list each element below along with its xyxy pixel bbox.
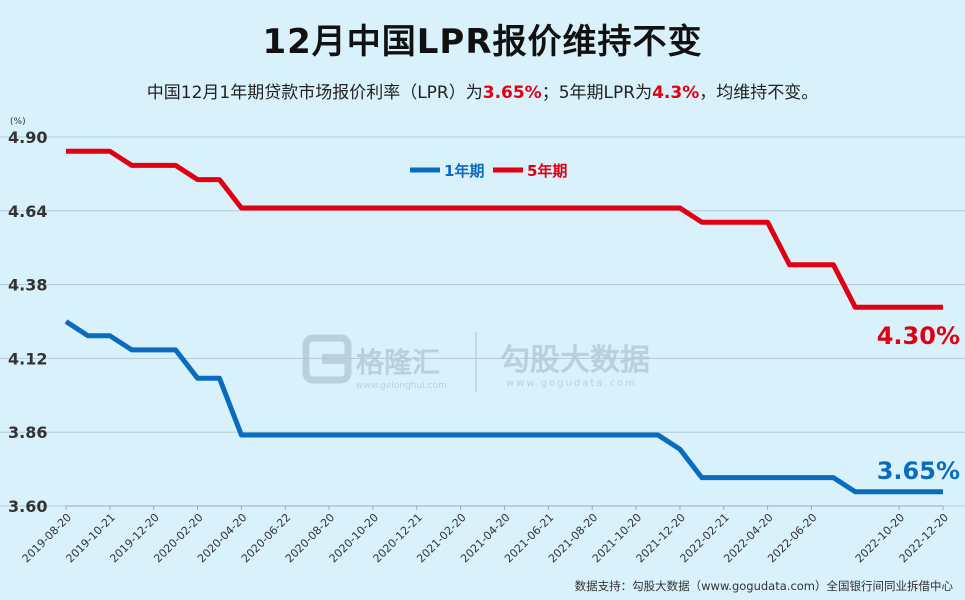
- watermark-url-2: www.gogudata.com: [506, 378, 637, 389]
- y-tick-label: 4.90: [8, 128, 47, 147]
- watermark-brand-2: 勾股大数据: [500, 343, 650, 378]
- legend-label-1y: 1年期: [444, 162, 484, 180]
- source-note: 数据支持：勾股大数据（www.gogudata.com）全国银行间同业拆借中心: [574, 579, 953, 593]
- y-tick-label: 3.86: [8, 423, 47, 442]
- y-axis: 4.90 4.64 4.38 4.12 3.86 3.60 (%): [8, 117, 47, 516]
- subtitle-text-1: 中国12月1年期贷款市场报价利率（LPR）为: [146, 83, 483, 103]
- grid-lines: [0, 136, 965, 507]
- end-label-5y: 4.30%: [877, 322, 960, 350]
- y-tick-label: 4.12: [8, 349, 47, 368]
- y-tick-label: 3.60: [8, 497, 47, 516]
- subtitle-text-2: ；5年期LPR为: [541, 83, 653, 103]
- legend-label-5y: 5年期: [527, 162, 567, 180]
- subtitle-text-3: ，均维持不变。: [699, 83, 819, 103]
- x-axis: 2019-08-202019-10-212019-12-202020-02-20…: [20, 505, 951, 565]
- subtitle-value-1y: 3.65%: [482, 83, 542, 103]
- watermark-url-1: www.gelonghui.com: [356, 381, 447, 391]
- watermark-logo-bar: [322, 354, 348, 364]
- y-axis-unit-label: (%): [10, 117, 26, 127]
- subtitle-value-5y: 4.3%: [652, 83, 700, 103]
- chart-subtitle: 中国12月1年期贷款市场报价利率（LPR）为3.65%；5年期LPR为4.3%，…: [0, 78, 965, 103]
- series-lines: [64, 148, 944, 495]
- end-labels: 4.30% 3.65%: [877, 322, 960, 485]
- y-tick-label: 4.64: [8, 202, 47, 221]
- legend: 1年期 5年期: [410, 162, 567, 180]
- series-line-1y: [64, 319, 943, 495]
- watermark: 格隆汇 www.gelonghui.com 勾股大数据 www.gogudata…: [302, 332, 650, 392]
- watermark-brand-1: 格隆汇: [356, 346, 440, 379]
- series-line-5y: [66, 148, 943, 310]
- y-tick-label: 4.38: [8, 276, 47, 295]
- end-label-1y: 3.65%: [877, 457, 960, 485]
- chart-title: 12月中国LPR报价维持不变: [262, 22, 703, 62]
